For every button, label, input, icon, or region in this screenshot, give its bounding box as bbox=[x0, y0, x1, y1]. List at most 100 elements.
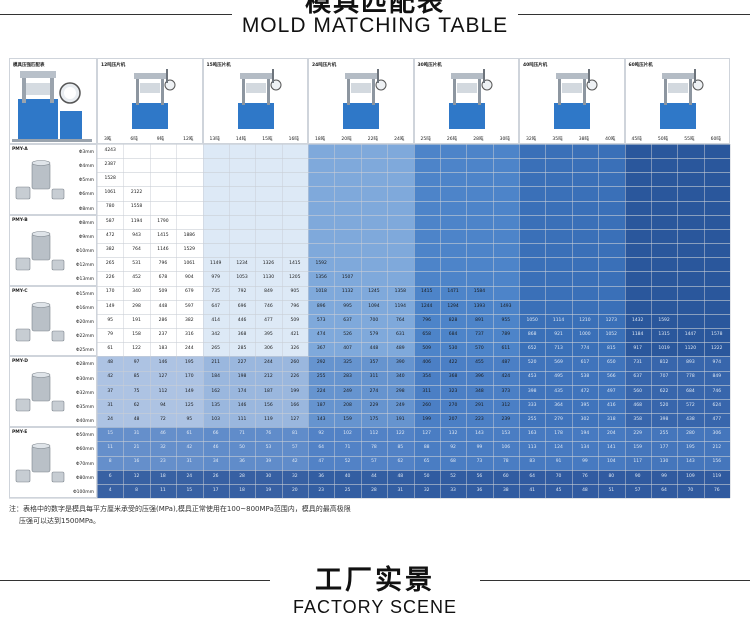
press-label: 12吨压片机 bbox=[101, 63, 126, 68]
press-machine-icon bbox=[343, 69, 387, 129]
pressure-cell: 244 bbox=[185, 346, 194, 352]
diameter-label: Φ40mm bbox=[75, 419, 94, 425]
pressure-cell: 1790 bbox=[157, 218, 169, 224]
pressure-cell: 700 bbox=[369, 317, 379, 323]
pressure-cell: 223 bbox=[475, 416, 484, 422]
grid-line-h bbox=[9, 228, 730, 230]
pressure-cell: 106 bbox=[501, 445, 511, 451]
diameter-label: Φ60mm bbox=[75, 447, 94, 453]
diameter-label: Φ20mm bbox=[75, 319, 94, 325]
pressure-cell: 274 bbox=[369, 388, 379, 394]
pressure-cell: 255 bbox=[316, 374, 326, 380]
pressure-cell: 448 bbox=[158, 303, 168, 309]
grid-line-h bbox=[9, 313, 730, 315]
pressure-cell: 42 bbox=[186, 445, 193, 451]
pressure-cell: 166 bbox=[290, 402, 300, 408]
grid-line-v bbox=[255, 144, 256, 498]
press-label: 15吨压片机 bbox=[206, 63, 231, 68]
diameter-label: Φ4mm bbox=[78, 164, 94, 170]
grid-line-v bbox=[97, 144, 98, 498]
diameter-label: Φ22mm bbox=[75, 334, 94, 340]
pressure-cell: 46 bbox=[160, 431, 166, 437]
pressure-cell: 438 bbox=[686, 416, 695, 422]
pressure-cell: 208 bbox=[343, 402, 352, 408]
pressure-cell: 509 bbox=[158, 289, 168, 295]
pressure-cell: 244 bbox=[264, 360, 273, 366]
pressure-cell: 1194 bbox=[130, 218, 143, 224]
pressure-cell: 212 bbox=[712, 445, 722, 451]
pressure-cell: 1184 bbox=[631, 331, 644, 337]
grid-line-h bbox=[9, 172, 730, 173]
section-header-mold-table: 模具匹配表 MOLD MATCHING TABLE bbox=[0, 0, 750, 46]
pressure-cell: 122 bbox=[396, 431, 405, 437]
pressure-cell: 422 bbox=[448, 360, 458, 366]
pressure-cell: 340 bbox=[396, 374, 405, 380]
pressure-cell: 280 bbox=[686, 431, 695, 437]
pressure-cell: 260 bbox=[290, 360, 300, 366]
grid-line-h bbox=[9, 384, 730, 386]
mold-group-cell: PMY-A Φ3mm Φ4mm Φ5mm Φ6mm Φ8mm bbox=[9, 144, 97, 215]
pressure-cell: 42 bbox=[291, 459, 298, 465]
pressure-cell: 789 bbox=[501, 331, 511, 337]
footnote-line-2: 压强可以达到1500MPa。 bbox=[19, 517, 101, 525]
pressure-cell: 1244 bbox=[420, 303, 433, 309]
pressure-cell: 8 bbox=[135, 487, 138, 493]
pressure-cell: 357 bbox=[369, 360, 379, 366]
pressure-cell: 15 bbox=[186, 487, 193, 493]
pressure-cell: 474 bbox=[316, 331, 326, 337]
pressure-cell: 92 bbox=[450, 445, 456, 451]
pressure-cell: 76 bbox=[713, 487, 720, 493]
pressure-cell: 32 bbox=[160, 445, 166, 451]
pressure-cell: 1415 bbox=[289, 261, 301, 267]
mold-group-cell: PMY-B Φ8mm Φ9mm Φ10mm Φ12mm Φ13mm bbox=[9, 214, 97, 286]
diameter-label: Φ3mm bbox=[78, 150, 94, 155]
pressure-cell: 36 bbox=[318, 473, 325, 479]
pressure-cell: 1584 bbox=[473, 289, 486, 295]
grid-line-h bbox=[9, 342, 730, 343]
pressure-cell: 28 bbox=[239, 473, 245, 479]
pressure-cell: 1393 bbox=[473, 303, 486, 309]
pressure-cell: 134 bbox=[580, 445, 590, 451]
pressure-cell: 119 bbox=[264, 416, 273, 422]
pressure-cell: 477 bbox=[712, 416, 722, 422]
pressure-cell: 229 bbox=[633, 431, 642, 437]
pressure-cell: 146 bbox=[158, 360, 168, 366]
mold-die-icon bbox=[15, 443, 65, 483]
pressure-cell: 283 bbox=[343, 374, 352, 380]
header-rule-right bbox=[518, 14, 750, 15]
pressure-cell: 611 bbox=[501, 346, 511, 352]
pressure-cell: 11 bbox=[160, 487, 166, 493]
diameter-label: Φ13mm bbox=[75, 277, 94, 283]
mold-group-cell: PMY-C Φ15mm Φ16mm Φ20mm Φ22mm Φ25mm bbox=[9, 285, 97, 357]
grid-line-v bbox=[360, 144, 362, 498]
grid-line-v bbox=[123, 144, 124, 498]
grid-line-h bbox=[9, 469, 730, 471]
pressure-cell: 57 bbox=[634, 487, 641, 493]
pressure-cell: 1245 bbox=[368, 289, 380, 295]
pressure-cell: 684 bbox=[448, 331, 458, 337]
pressure-cell: 796 bbox=[422, 317, 431, 323]
pressure-cell: 31 bbox=[397, 487, 404, 493]
pressure-cell: 348 bbox=[475, 388, 484, 394]
pressure-cell: 812 bbox=[659, 360, 669, 366]
press-label: 60吨压片机 bbox=[628, 63, 653, 68]
pressure-cell: 24 bbox=[107, 416, 114, 422]
grid-line-h bbox=[9, 144, 730, 145]
pressure-cell: 448 bbox=[369, 346, 379, 352]
pressure-cell: 11 bbox=[107, 445, 114, 451]
pressure-cell: 162 bbox=[211, 388, 220, 394]
pressure-cell: 1578 bbox=[711, 331, 723, 337]
pressure-cell: 80 bbox=[608, 473, 615, 479]
pressure-cell: 52 bbox=[344, 459, 351, 465]
pressure-cell: 4 bbox=[108, 487, 112, 493]
pressure-cell: 658 bbox=[422, 331, 431, 337]
pressure-cell: 292 bbox=[316, 360, 326, 366]
pressure-cell: 85 bbox=[397, 445, 404, 451]
pressure-cell: 526 bbox=[343, 331, 352, 337]
pressure-cell: 1050 bbox=[526, 317, 538, 323]
pressure-cell: 731 bbox=[633, 360, 642, 366]
pressure-cell: 211 bbox=[211, 360, 220, 366]
footnote-line-1: 注：表格中的数字是模具每平方厘米承受的压强(MPa),模具正常使用在100~80… bbox=[9, 505, 351, 513]
pressure-cell: 99 bbox=[661, 473, 667, 479]
grid-line-h bbox=[9, 271, 730, 272]
